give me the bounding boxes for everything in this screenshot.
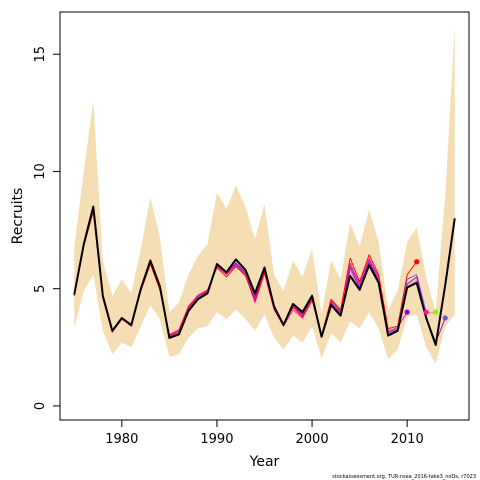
y-tick-label: 5 — [33, 285, 48, 293]
terminal-point — [433, 309, 439, 315]
terminal-point — [423, 309, 429, 315]
x-axis: 1980 1990 2000 2010 — [105, 419, 424, 447]
terminal-point — [414, 259, 420, 265]
footnote: stockassessment.org, TUR-nsea_2016-take3… — [332, 474, 476, 480]
retro-series-line — [73, 210, 418, 337]
x-tick-label: 2010 — [391, 432, 424, 447]
y-tick-label: 0 — [33, 402, 48, 410]
terminal-point — [442, 315, 448, 321]
x-axis-title: Year — [249, 454, 280, 470]
y-tick-label: 10 — [33, 163, 48, 180]
confidence-band — [74, 26, 455, 364]
x-tick-label: 1980 — [105, 432, 138, 447]
series-layer — [73, 205, 456, 346]
x-tick-label: 2000 — [296, 432, 329, 447]
recruits-series-line — [73, 205, 456, 346]
y-axis-title: Recruits — [10, 188, 26, 245]
terminal-points-layer — [404, 259, 448, 321]
y-tick-label: 15 — [33, 46, 48, 63]
y-axis: 0 5 10 15 — [33, 46, 61, 410]
terminal-point — [404, 309, 410, 315]
confidence-band-layer — [74, 26, 455, 364]
x-tick-label: 1990 — [200, 432, 233, 447]
